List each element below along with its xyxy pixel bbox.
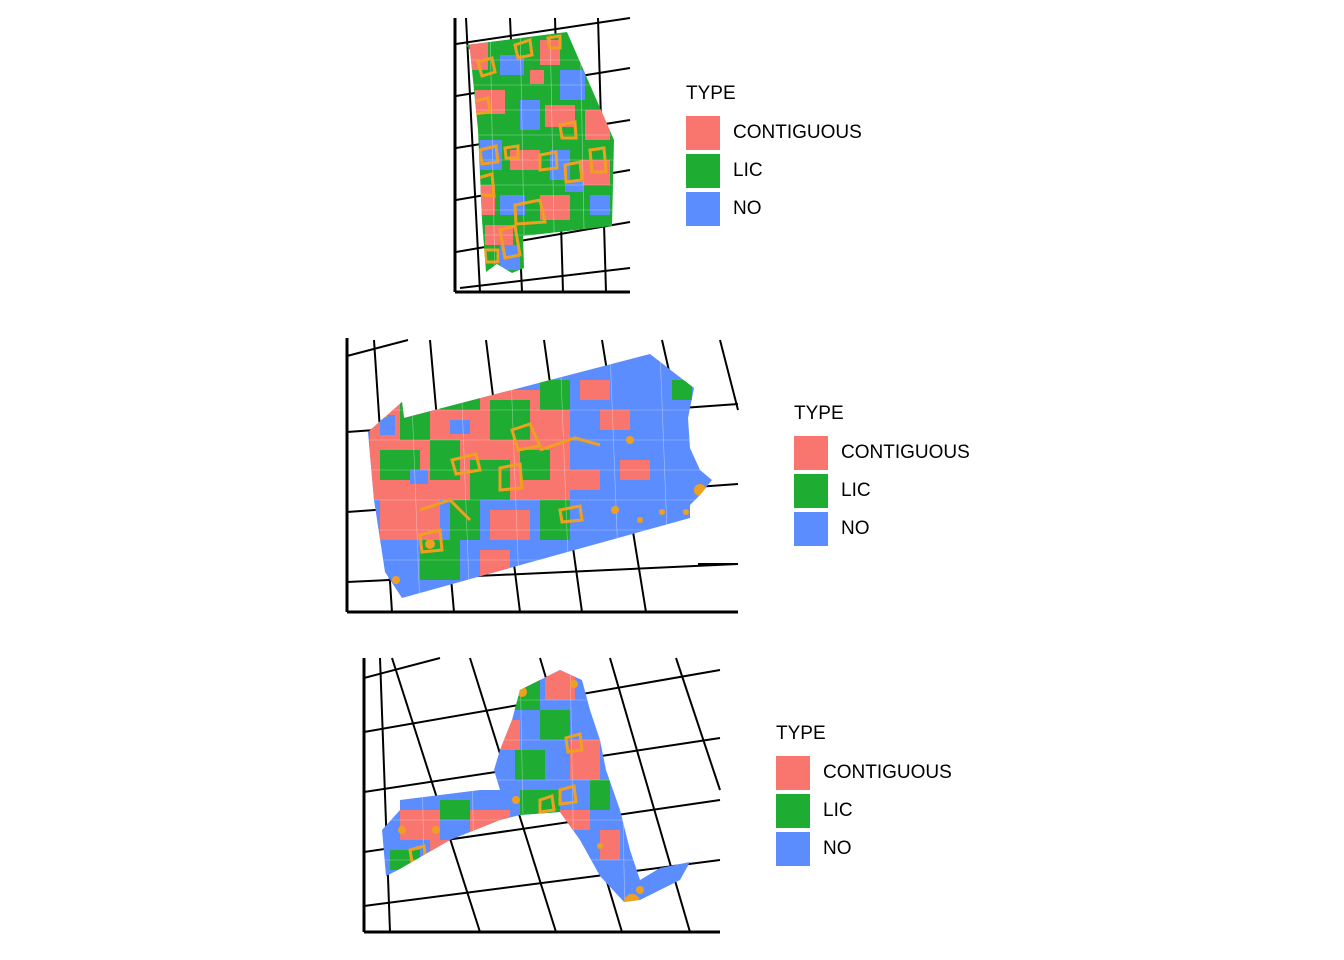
legend-item-contiguous: CONTIGUOUS [794,434,970,472]
legend-item-no: NO [776,830,952,868]
legend-swatch-no [776,832,810,866]
legend-swatch-no [794,512,828,546]
legend-2: TYPE CONTIGUOUS LIC NO [794,402,970,548]
legend-item-contiguous: CONTIGUOUS [776,754,952,792]
legend-label-no: NO [733,198,762,219]
legend-title: TYPE [794,403,844,424]
legend-1: TYPE CONTIGUOUS LIC NO [686,82,862,228]
legend-swatch-contiguous [686,116,720,150]
legend-item-lic: LIC [776,792,952,830]
legend-label-lic: LIC [823,800,853,821]
legend-label-no: NO [823,838,852,859]
legend-item-no: NO [686,190,862,228]
legend-label-contiguous: CONTIGUOUS [823,762,952,783]
legend-item-lic: LIC [686,152,862,190]
legend-title: TYPE [686,83,736,104]
map-1 [453,17,631,294]
state-shape-1 [466,32,614,273]
legend-label-contiguous: CONTIGUOUS [733,122,862,143]
state-shape-3 [382,670,690,902]
legend-label-contiguous: CONTIGUOUS [841,442,970,463]
legend-swatch-contiguous [794,436,828,470]
legend-item-contiguous: CONTIGUOUS [686,114,862,152]
map-panel-3: TYPE CONTIGUOUS LIC NO [0,640,1344,950]
legend-swatch-contiguous [776,756,810,790]
legend-swatch-lic [776,794,810,828]
map-panel-2: TYPE CONTIGUOUS LIC NO [0,320,1344,630]
legend-swatch-lic [794,474,828,508]
legend-item-no: NO [794,510,970,548]
legend-3: TYPE CONTIGUOUS LIC NO [776,722,952,868]
legend-label-lic: LIC [733,160,763,181]
map-panel-1: TYPE CONTIGUOUS LIC NO [0,0,1344,310]
legend-label-lic: LIC [841,480,871,501]
legend-item-lic: LIC [794,472,970,510]
legend-swatch-lic [686,154,720,188]
legend-label-no: NO [841,518,870,539]
state-shape-2 [368,354,712,598]
map-2 [345,338,739,614]
legend-title: TYPE [776,723,826,744]
legend-swatch-no [686,192,720,226]
map-3 [362,657,721,934]
